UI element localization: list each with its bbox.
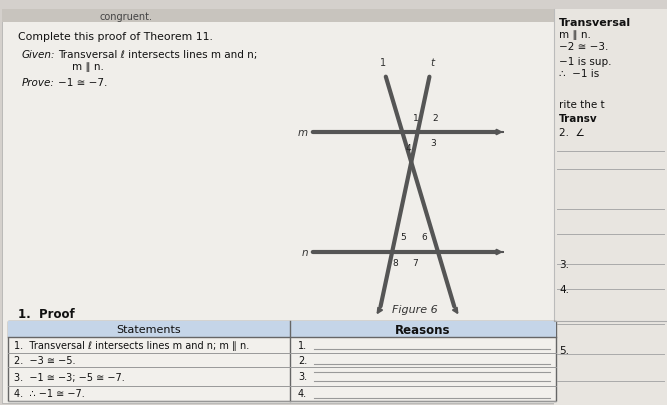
Text: n: n	[301, 247, 308, 257]
Text: 3.: 3.	[298, 371, 307, 382]
Text: 2.  ∠: 2. ∠	[559, 128, 585, 138]
Text: 4.  ∴ −1 ≅ −7.: 4. ∴ −1 ≅ −7.	[14, 388, 85, 399]
Text: 4: 4	[405, 143, 411, 152]
Text: 7: 7	[412, 258, 418, 267]
Text: Reasons: Reasons	[396, 323, 451, 336]
Text: −2 ≅ −3.: −2 ≅ −3.	[559, 42, 608, 52]
Text: 4.: 4.	[559, 284, 569, 294]
Text: m: m	[298, 128, 308, 138]
Text: 2.  −3 ≅ −5.: 2. −3 ≅ −5.	[14, 355, 75, 365]
Text: rite the t: rite the t	[559, 100, 604, 110]
Text: m ∥ n.: m ∥ n.	[72, 62, 104, 72]
Bar	[8, 321, 556, 401]
Text: Transversal: Transversal	[559, 18, 631, 28]
Text: 1: 1	[380, 58, 386, 68]
Text: t: t	[430, 58, 434, 68]
Text: Transversal ℓ intersects lines m and n;: Transversal ℓ intersects lines m and n;	[58, 50, 257, 60]
Text: congruent.: congruent.	[100, 12, 153, 22]
Text: 1: 1	[413, 113, 419, 122]
Text: 3.: 3.	[559, 259, 569, 269]
Text: 1.  Proof: 1. Proof	[18, 307, 75, 320]
Text: Statements: Statements	[117, 324, 181, 334]
Text: −1 ≅ −7.: −1 ≅ −7.	[58, 78, 107, 88]
Bar	[8, 321, 556, 337]
Text: m ∥ n.: m ∥ n.	[559, 30, 591, 40]
Text: Prove:: Prove:	[22, 78, 55, 88]
Text: 4.: 4.	[298, 388, 307, 399]
Text: ∴  −1 is: ∴ −1 is	[559, 69, 599, 79]
Text: Figure 6: Figure 6	[392, 304, 438, 314]
Text: 8: 8	[392, 258, 398, 267]
Text: Complete this proof of Theorem 11.: Complete this proof of Theorem 11.	[18, 32, 213, 42]
Text: 1.  Transversal ℓ intersects lines m and n; m ∥ n.: 1. Transversal ℓ intersects lines m and …	[14, 340, 249, 350]
Text: 6: 6	[421, 232, 427, 241]
Bar	[2, 10, 554, 23]
Text: 2.: 2.	[298, 355, 307, 365]
Text: 5.: 5.	[559, 345, 569, 355]
Bar	[2, 10, 554, 403]
Text: 1.: 1.	[298, 340, 307, 350]
Text: 3: 3	[430, 138, 436, 147]
Text: Given:: Given:	[22, 50, 55, 60]
Text: 2: 2	[432, 113, 438, 122]
Text: −1 is sup.: −1 is sup.	[559, 57, 612, 67]
Text: Transv: Transv	[559, 114, 598, 124]
Text: 5: 5	[400, 232, 406, 241]
Bar	[554, 10, 667, 405]
Text: 3.  −1 ≅ −3; −5 ≅ −7.: 3. −1 ≅ −3; −5 ≅ −7.	[14, 371, 125, 382]
